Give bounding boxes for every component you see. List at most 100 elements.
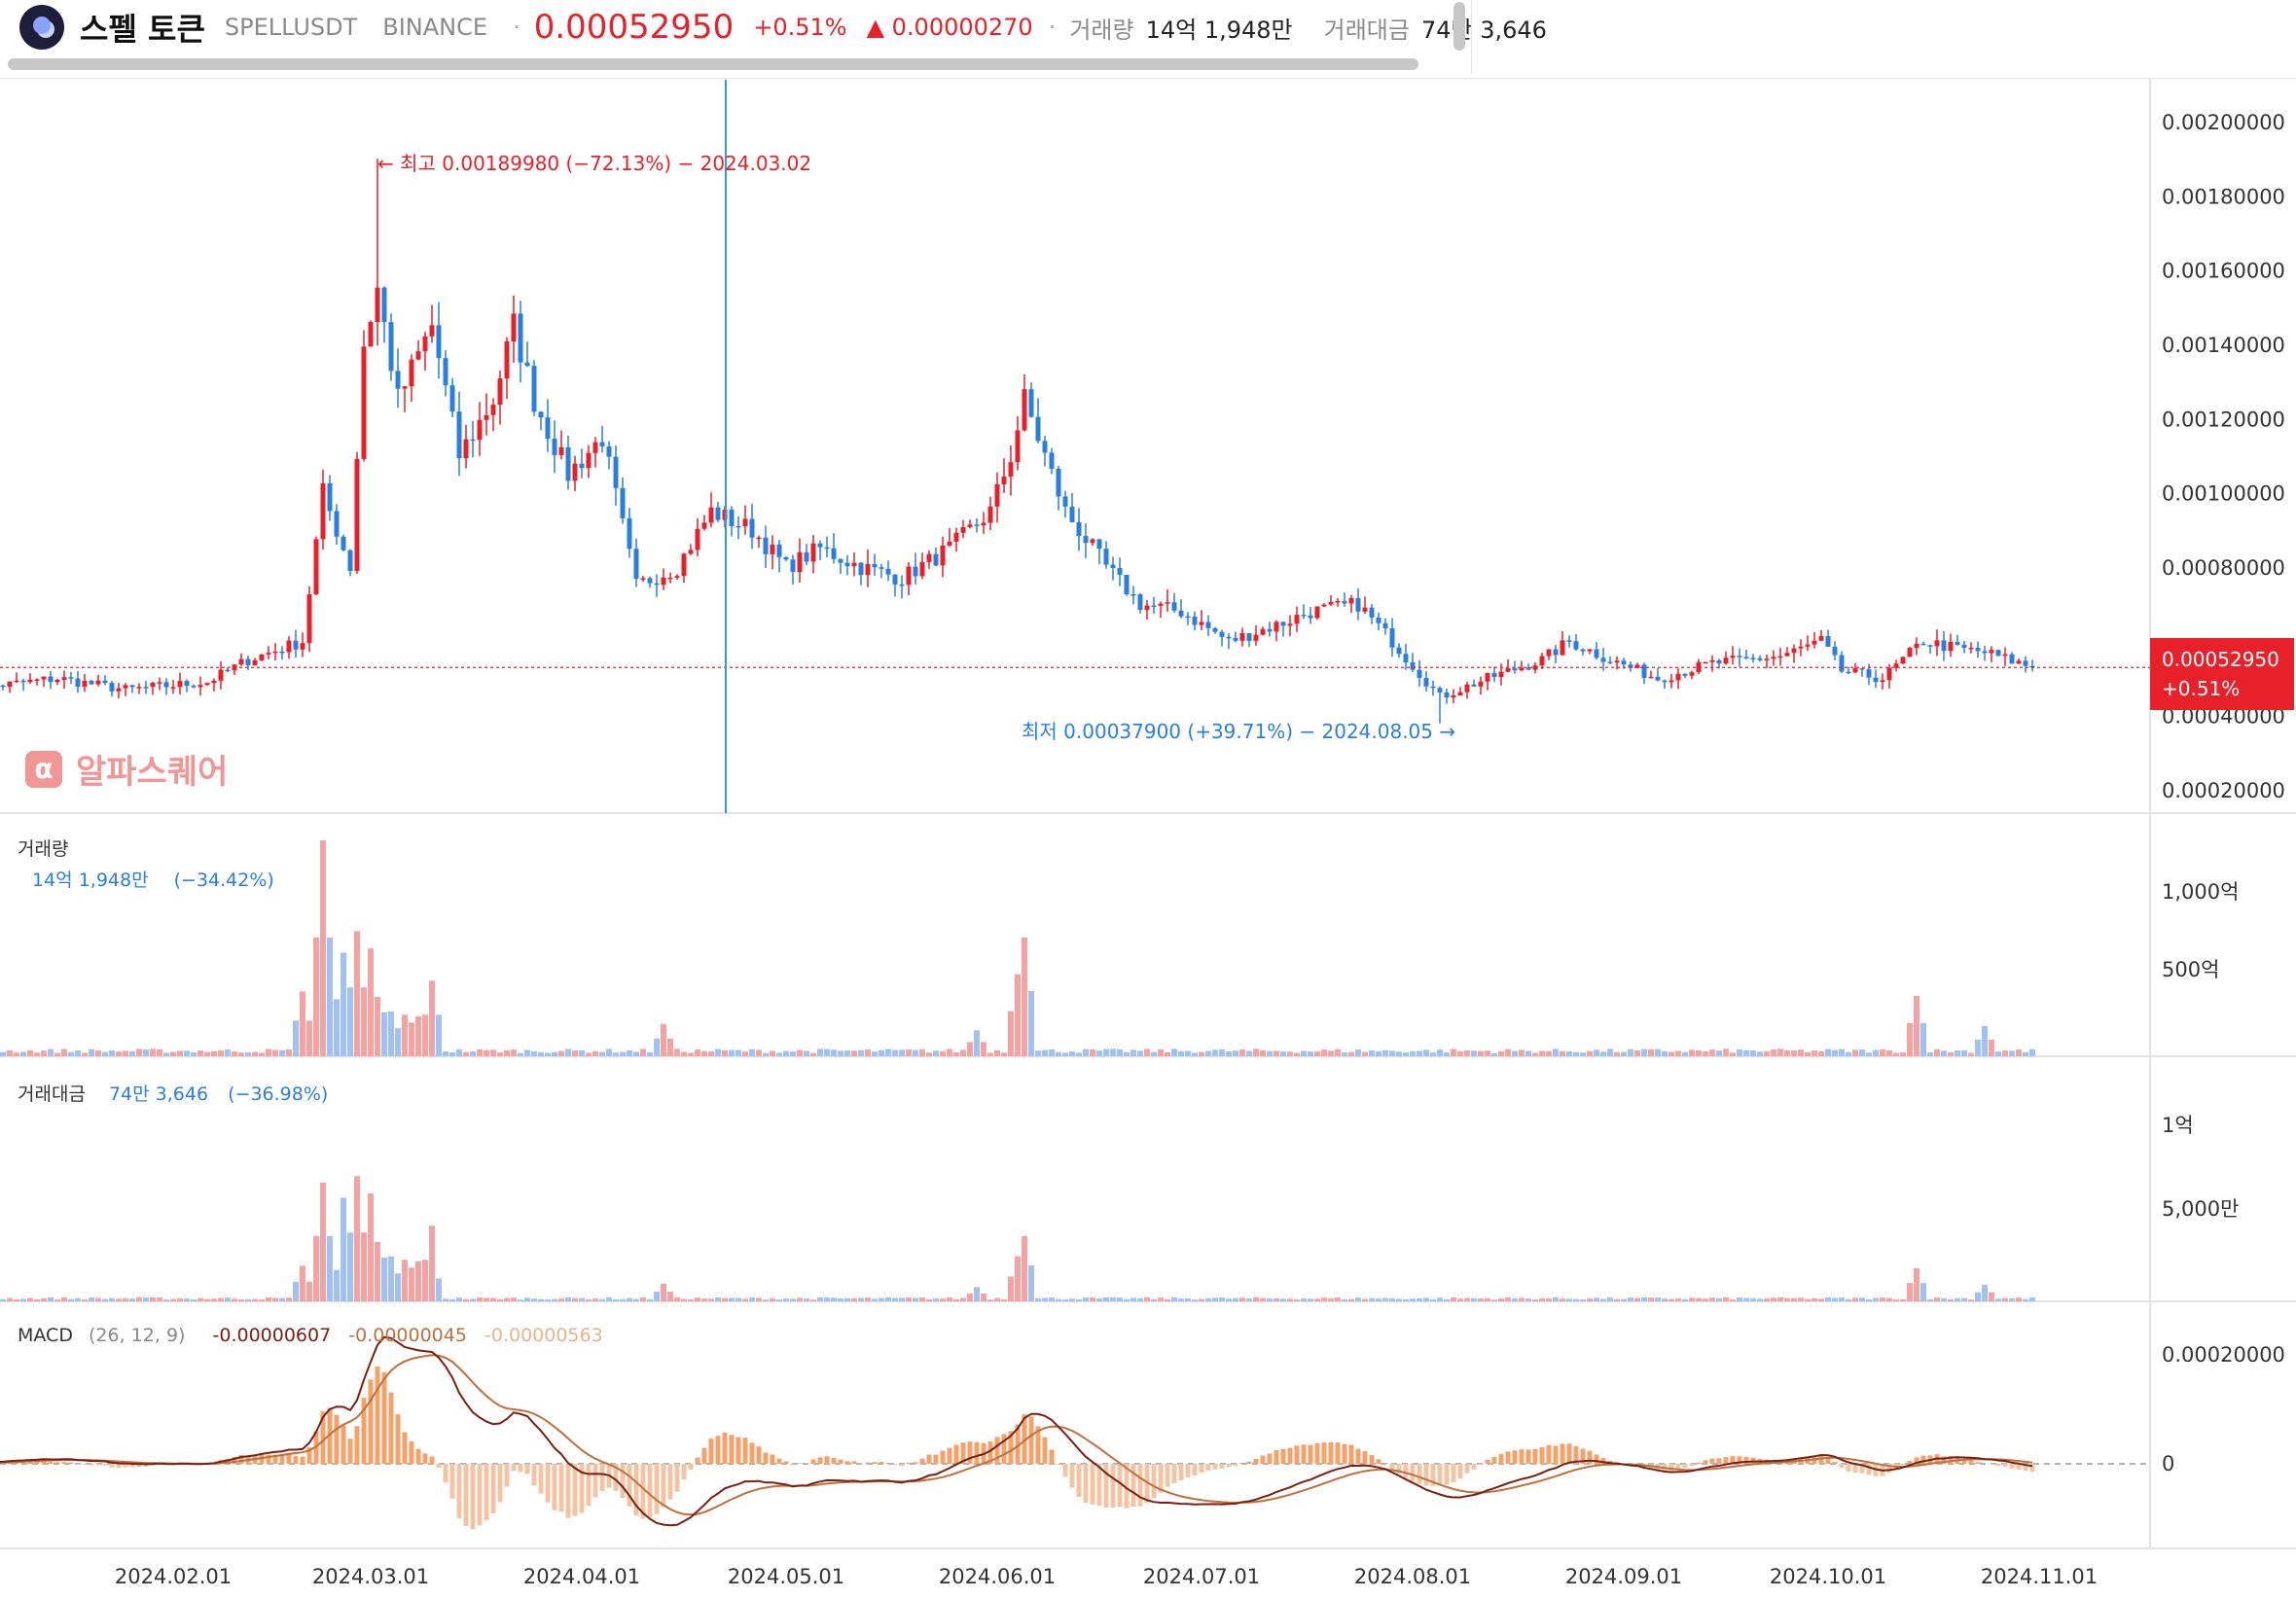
amount-bar	[1600, 1298, 1606, 1301]
volume-bar	[320, 840, 326, 1056]
volume-bar	[2016, 1049, 2022, 1056]
macd-histogram-bar	[238, 1455, 244, 1464]
volume-bar	[1171, 1048, 1177, 1056]
candle-body	[1927, 645, 1933, 647]
amount-bar	[61, 1297, 67, 1301]
amount-bar	[1818, 1298, 1824, 1301]
amount-bar	[320, 1182, 326, 1301]
header-horizontal-scrollbar[interactable]	[8, 58, 1418, 70]
macd-histogram-bar	[1192, 1464, 1198, 1476]
amount-bar	[1376, 1298, 1381, 1301]
macd-histogram-bar	[1812, 1457, 1817, 1464]
volume-bar	[1893, 1052, 1899, 1056]
candle-body	[1846, 671, 1851, 674]
amount-bar	[558, 1298, 564, 1301]
amount-bar	[1519, 1297, 1525, 1301]
macd-histogram-bar	[538, 1464, 544, 1494]
chart-top-border	[0, 78, 2296, 79]
amount-bar	[1396, 1298, 1402, 1301]
candle-body	[1130, 593, 1136, 596]
macd-histogram-bar	[586, 1464, 592, 1507]
amount-bar	[2002, 1297, 2008, 1301]
volume-bar	[1382, 1049, 1388, 1056]
amount-bar	[1743, 1297, 1749, 1301]
volume-bar	[41, 1050, 47, 1056]
amount-bar	[1253, 1297, 1259, 1301]
macd-histogram-bar	[919, 1458, 925, 1464]
candle-body	[1600, 657, 1606, 662]
amount-bar	[1417, 1297, 1422, 1301]
macd-histogram-bar	[1028, 1416, 1034, 1464]
volume-bar	[654, 1038, 660, 1056]
volume-bar	[1519, 1049, 1525, 1056]
macd-histogram-bar	[599, 1464, 605, 1491]
macd-histogram-bar	[1457, 1464, 1463, 1479]
candle-body	[960, 527, 966, 533]
macd-histogram-bar	[41, 1460, 47, 1464]
macd-histogram-bar	[872, 1462, 878, 1464]
volume-bar	[306, 1020, 312, 1056]
macd-histogram-bar	[953, 1444, 959, 1464]
volume-bar	[245, 1051, 251, 1056]
header-vertical-scrollbar[interactable]	[1453, 2, 1465, 51]
volume-bar	[1062, 1052, 1068, 1056]
amount-bar	[1757, 1298, 1763, 1301]
amount-bar	[1124, 1298, 1130, 1301]
volume-bar	[1668, 1051, 1674, 1056]
candle-body	[1376, 617, 1381, 623]
candle-body	[1314, 606, 1320, 619]
macd-histogram-bar	[1246, 1461, 1252, 1464]
volume-bar	[804, 1050, 809, 1056]
candle-body	[1062, 496, 1068, 507]
macd-histogram-bar	[286, 1454, 292, 1464]
amount-bar	[1199, 1298, 1204, 1301]
macd-axis-tick-label: 0	[2162, 1452, 2174, 1475]
amount-bar	[2029, 1297, 2035, 1301]
amount-bar	[1846, 1298, 1851, 1301]
macd-histogram-bar	[1920, 1455, 1926, 1464]
macd-histogram-bar	[1096, 1464, 1102, 1506]
macd-histogram-bar	[913, 1462, 918, 1464]
amount-bar	[531, 1298, 537, 1301]
amount-bar	[1165, 1298, 1170, 1301]
macd-histogram-bar	[947, 1447, 952, 1464]
macd-histogram-bar	[715, 1436, 721, 1464]
volume-bar	[729, 1049, 735, 1056]
amount-bar	[1628, 1297, 1633, 1301]
amount-bar	[1369, 1297, 1375, 1301]
candle-body	[1253, 634, 1259, 641]
amount-bar	[1478, 1298, 1484, 1301]
macd-histogram-bar	[266, 1454, 271, 1464]
candle-body	[1178, 610, 1184, 617]
candle-body	[892, 574, 898, 585]
amount-bar	[1410, 1298, 1416, 1301]
volume-bar	[1989, 1039, 1994, 1056]
volume-bar	[123, 1050, 128, 1056]
macd-histogram-bar	[770, 1454, 775, 1464]
volume-bar	[1103, 1048, 1109, 1056]
macd-signal-line	[0, 1354, 2033, 1516]
macd-histogram-bar	[763, 1452, 769, 1464]
amount-bar	[1056, 1298, 1061, 1301]
macd-histogram-bar	[1008, 1431, 1014, 1464]
candle-body	[919, 561, 925, 577]
macd-histogram-bar	[306, 1447, 312, 1464]
candle-body	[1743, 657, 1749, 658]
amount-bar	[763, 1299, 769, 1301]
volume-bar	[1886, 1049, 1892, 1056]
macd-histogram-bar	[123, 1464, 128, 1468]
volume-bar	[354, 931, 360, 1056]
volume-panel-title: 거래량	[18, 838, 69, 860]
volume-bar	[1355, 1049, 1361, 1056]
candle-body	[701, 522, 707, 529]
candle-body	[695, 528, 700, 551]
macd-histogram-bar	[1818, 1456, 1824, 1464]
candle-body	[831, 548, 837, 559]
volume-bar	[1532, 1052, 1538, 1056]
candle-body	[633, 549, 639, 580]
macd-histogram-bar	[1900, 1464, 1906, 1466]
amount-bar	[1723, 1297, 1729, 1301]
macd-histogram-bar	[1219, 1464, 1225, 1469]
candle-body	[1730, 656, 1736, 658]
